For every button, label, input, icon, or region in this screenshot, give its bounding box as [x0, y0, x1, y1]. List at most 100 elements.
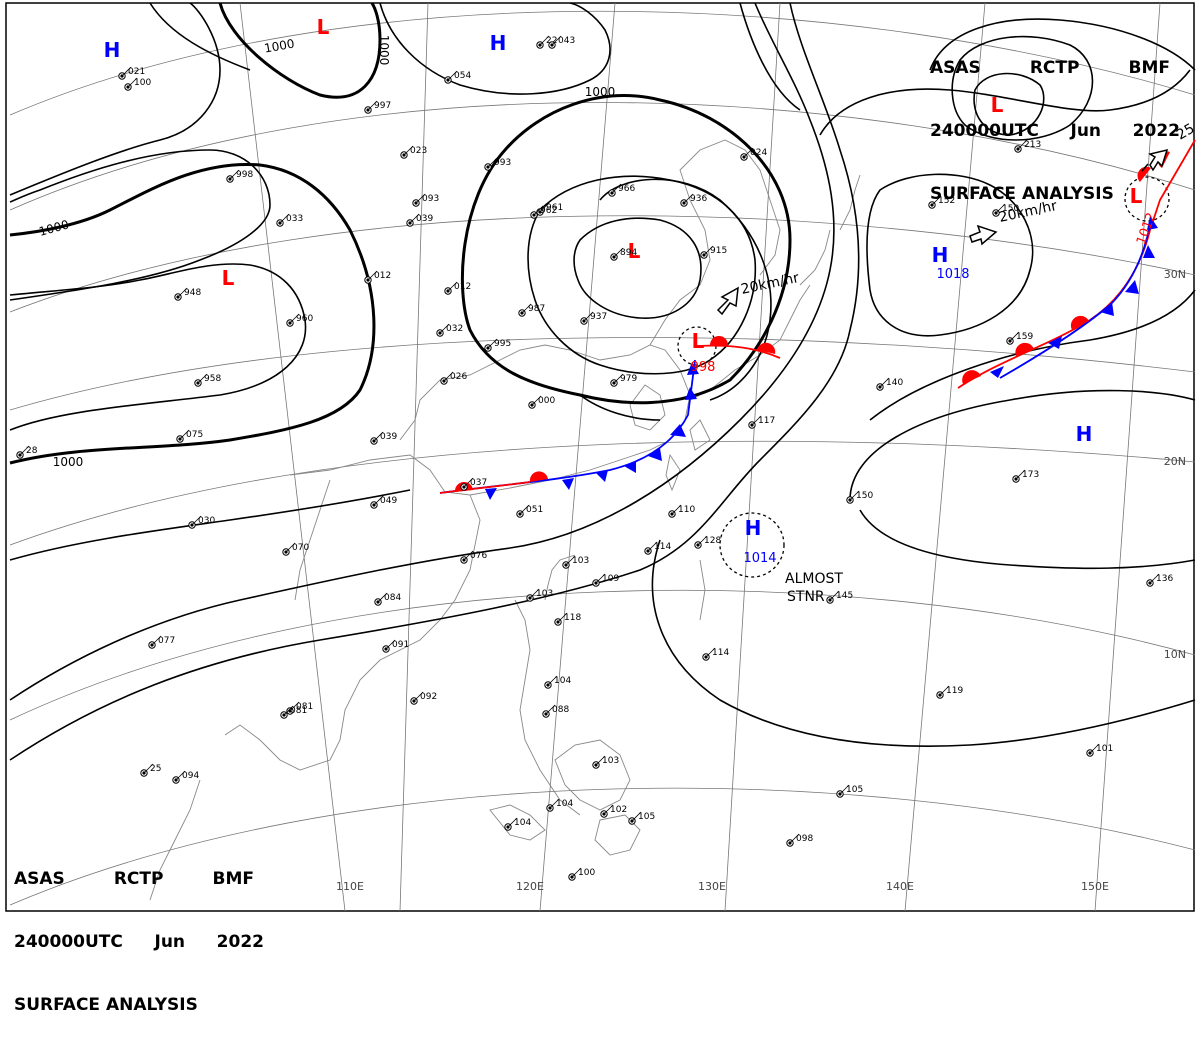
low-pressure-center: L — [317, 15, 330, 39]
station-plot: 100 — [568, 867, 595, 881]
station-pressure-value: 105 — [638, 812, 655, 822]
high-pressure-center: H — [932, 243, 949, 267]
station-plot: 145 — [826, 590, 853, 604]
low-pressure-center: L — [692, 329, 705, 353]
station-plot: 110 — [668, 504, 695, 518]
station-pressure-value: 098 — [796, 834, 813, 844]
motion-label: 25 — [1174, 121, 1197, 144]
latitude-label: 30N — [1164, 268, 1186, 281]
footer-code-3: BMF — [212, 869, 255, 889]
low-pressure-center: L — [991, 93, 1004, 117]
latitude-lines — [9, 10, 1196, 906]
station-pressure-value: 995 — [494, 339, 511, 349]
header-year: 2022 — [1132, 121, 1180, 141]
high-pressure-center: H — [745, 516, 762, 540]
station-pressure-value: 100 — [578, 868, 595, 878]
footer-code-2: RCTP — [113, 869, 164, 889]
station-pressure-value: 28 — [26, 446, 38, 456]
station-plot: 104 — [546, 798, 573, 812]
station-plot: 128 — [694, 535, 721, 549]
station-plot: 076 — [460, 550, 487, 564]
motion-arrows — [716, 148, 1169, 316]
footer-title: SURFACE ANALYSIS — [14, 995, 198, 1015]
station-plot: 039 — [406, 213, 433, 227]
chart-header-bottom: ASAS RCTP BMF 240000UTC Jun 2022 SURFACE ANA… — [14, 827, 264, 1037]
station-pressure-value: 039 — [416, 214, 433, 224]
station-pressure-value: 105 — [846, 785, 863, 795]
header-time: 240000UTC — [930, 121, 1039, 141]
station-pressure-value: 150 — [1002, 204, 1019, 214]
station-pressure-value: 100 — [134, 78, 151, 88]
station-plot: 979 — [610, 373, 637, 387]
station-pressure-value: 915 — [710, 246, 727, 256]
station-pressure-value: 103 — [536, 589, 553, 599]
station-plot: 012 — [444, 281, 471, 295]
longitude-label: 140E — [886, 880, 914, 893]
station-plot: 098 — [786, 833, 813, 847]
station-plot: 995 — [484, 338, 511, 352]
center-pressure-value: 998 — [691, 360, 716, 375]
high-pressure-center: H — [104, 38, 121, 62]
high-pressure-center: H — [1076, 422, 1093, 446]
longitude-label: 110E — [336, 880, 364, 893]
station-pressure-value: 091 — [392, 640, 409, 650]
station-plot: 114 — [644, 541, 671, 555]
station-pressure-value: 039 — [380, 432, 397, 442]
station-pressure-value: 084 — [384, 593, 401, 603]
station-pressure-value: 937 — [590, 312, 607, 322]
station-pressure-value: 093 — [422, 194, 439, 204]
station-plot: 117 — [748, 415, 775, 429]
station-plot: 948 — [174, 287, 201, 301]
station-pressure-value: 948 — [184, 288, 201, 298]
station-pressure-value: 070 — [292, 543, 309, 553]
station-plot: 102 — [600, 804, 627, 818]
station-plot: 030 — [188, 515, 215, 529]
station-plot: 024 — [740, 147, 767, 161]
station-plots: 100 22 043 054 997 023 993 966 961 936 894 915 024 99… — [16, 35, 1173, 881]
latitude-label: 20N — [1164, 455, 1186, 468]
station-pressure-value: 962 — [540, 206, 557, 216]
station-plot: 915 — [700, 245, 727, 259]
station-plot: 103 — [562, 555, 589, 569]
station-plot: 101 — [1086, 743, 1113, 757]
station-plot: 054 — [444, 70, 471, 84]
station-plot: 093 — [412, 193, 439, 207]
station-pressure-value: 104 — [554, 676, 571, 686]
station-plot: 075 — [176, 429, 203, 443]
station-plot: 084 — [374, 592, 401, 606]
center-pressure-value: 1018 — [936, 267, 969, 282]
station-pressure-value: 101 — [1096, 744, 1113, 754]
station-pressure-value: 104 — [556, 799, 573, 809]
station-pressure-value: 979 — [620, 374, 637, 384]
station-pressure-value: 987 — [528, 304, 545, 314]
station-pressure-value: 114 — [712, 648, 729, 658]
station-pressure-value: 103 — [602, 756, 619, 766]
station-plot: 997 — [364, 100, 391, 114]
station-plot: 109 — [592, 573, 619, 587]
station-plot: 119 — [936, 685, 963, 699]
station-plot: 966 — [608, 183, 635, 197]
station-pressure-value: 032 — [446, 324, 463, 334]
station-plot: 998 — [226, 169, 253, 183]
station-pressure-value: 000 — [538, 396, 555, 406]
station-pressure-value: 145 — [836, 591, 853, 601]
footer-year: 2022 — [216, 932, 264, 952]
station-pressure-value: 094 — [182, 771, 199, 781]
station-pressure-value: 075 — [186, 430, 203, 440]
isobar-label: 1000 — [585, 85, 616, 99]
station-pressure-value: 109 — [602, 574, 619, 584]
header-code-2: RCTP — [1029, 58, 1080, 78]
station-pressure-value: 051 — [526, 505, 543, 515]
isobar-label: 1000 — [377, 35, 391, 66]
station-pressure-value: 213 — [1024, 140, 1041, 150]
station-pressure-value: 049 — [380, 496, 397, 506]
station-pressure-value: 012 — [454, 282, 471, 292]
longitude-label: 150E — [1081, 880, 1109, 893]
high-pressure-center: H — [490, 31, 507, 55]
station-plot: 049 — [370, 495, 397, 509]
station-pressure-value: 966 — [618, 184, 635, 194]
station-pressure-value: 894 — [620, 248, 637, 258]
center-pressure-value: 1014 — [743, 551, 776, 566]
isobar-label: 1000 — [53, 455, 84, 469]
station-pressure-value: 043 — [558, 36, 575, 46]
